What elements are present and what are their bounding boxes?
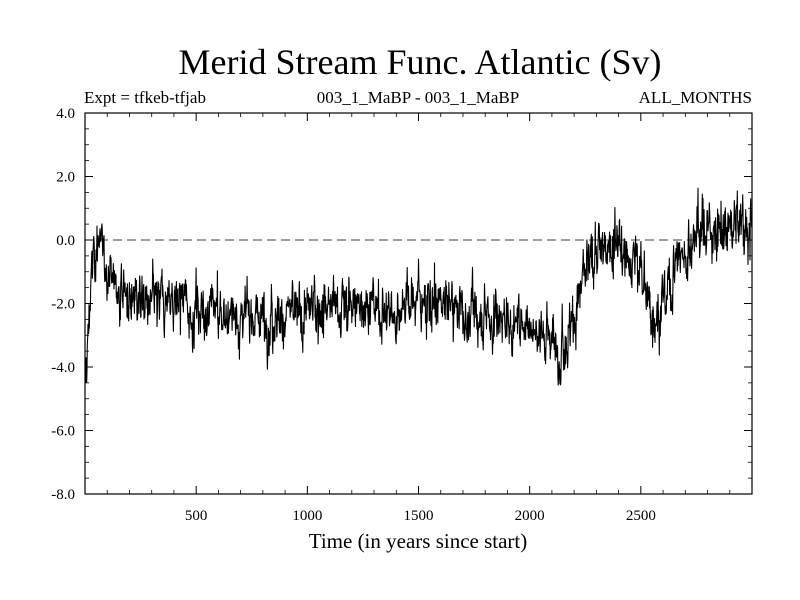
- series-layer: [84, 187, 753, 386]
- x-axis: 500 1000 1500 2000 2500: [106, 113, 731, 524]
- x-tick-label: 500: [185, 508, 208, 524]
- subtitle-left: Expt = tfkeb-tfjab: [84, 88, 206, 107]
- plot-frame: [84, 112, 753, 495]
- y-tick-label: 0.0: [56, 233, 75, 249]
- x-tick-label: 2000: [515, 508, 545, 524]
- y-tick-label: 4.0: [56, 106, 75, 122]
- x-tick-label: 2500: [626, 508, 656, 524]
- y-tick-label: -4.0: [51, 360, 75, 376]
- x-axis-label: Time (in years since start): [309, 529, 528, 553]
- subtitle-right: ALL_MONTHS: [639, 88, 752, 107]
- y-axis: -8.0 -6.0 -4.0 -2.0 0.0 2.0 4.0: [51, 106, 752, 503]
- chart-title: Merid Stream Func. Atlantic (Sv): [179, 42, 662, 82]
- y-tick-label: -2.0: [51, 297, 75, 313]
- y-tick-label: -8.0: [51, 487, 75, 503]
- series-line: [84, 187, 753, 386]
- x-tick-label: 1500: [404, 508, 434, 524]
- x-tick-label: 1000: [292, 508, 322, 524]
- y-tick-label: 2.0: [56, 170, 75, 186]
- subtitle-center: 003_1_MaBP - 003_1_MaBP: [317, 88, 519, 107]
- y-tick-label: -6.0: [51, 424, 75, 440]
